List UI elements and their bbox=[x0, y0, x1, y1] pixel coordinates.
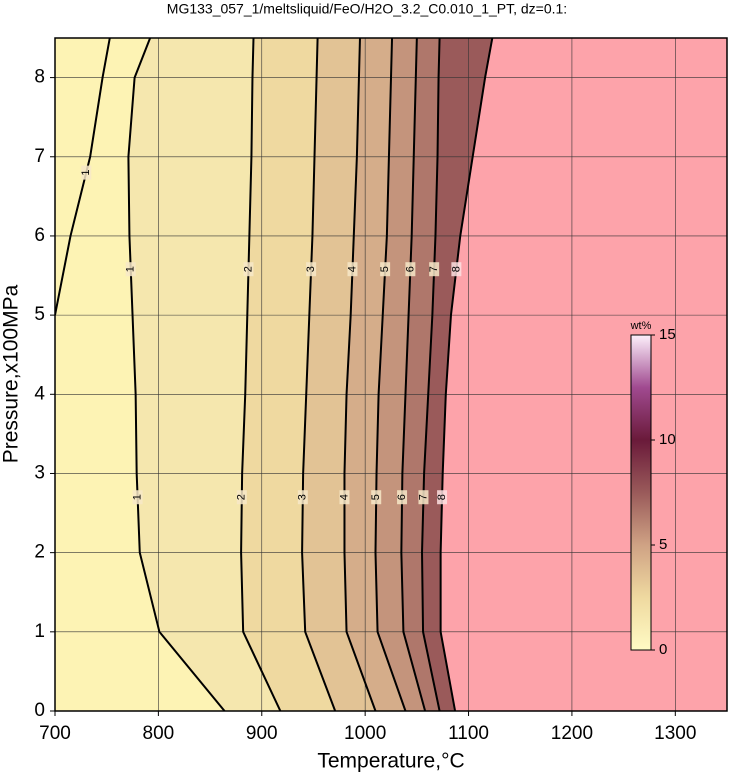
contour-label: 4 bbox=[346, 266, 358, 272]
contour-label-bg bbox=[371, 490, 382, 505]
x-tick-label: 1000 bbox=[344, 723, 386, 744]
contour-label-bg bbox=[306, 262, 317, 277]
contour-label-bg bbox=[397, 490, 408, 505]
contour-label-bg bbox=[418, 490, 429, 505]
contour-label: 5 bbox=[370, 494, 382, 500]
contour-line bbox=[343, 38, 377, 711]
y-axis-label: Pressure,x100MPa bbox=[0, 284, 23, 463]
contour-label-bg bbox=[236, 490, 247, 505]
x-tick-label: 700 bbox=[39, 723, 71, 744]
contour-label-bg bbox=[429, 262, 440, 277]
contour-label: 1 bbox=[125, 266, 137, 272]
contour-label: 1 bbox=[132, 494, 144, 500]
contour-label: 2 bbox=[236, 494, 248, 500]
contour-label-bg bbox=[297, 490, 308, 505]
contour-line bbox=[374, 38, 407, 711]
contour-label-bg bbox=[243, 262, 254, 277]
contour-label-bg bbox=[339, 490, 350, 505]
x-tick-label: 1200 bbox=[551, 723, 593, 744]
contour-label: 8 bbox=[450, 266, 462, 272]
contour-label-bg bbox=[132, 490, 143, 505]
colorbar-tick-label: 10 bbox=[659, 431, 676, 448]
contour-label-bg bbox=[405, 262, 416, 277]
contour-line bbox=[421, 38, 441, 711]
y-tick-label: 6 bbox=[34, 225, 45, 246]
contour-label: 8 bbox=[436, 494, 448, 500]
x-tick-label: 1100 bbox=[448, 723, 489, 744]
y-tick-label: 1 bbox=[34, 621, 45, 642]
x-axis-label: Temperature,°C bbox=[317, 750, 464, 773]
contour-label: 7 bbox=[417, 494, 429, 500]
contour-label: 6 bbox=[404, 266, 416, 272]
x-tick-label: 800 bbox=[143, 723, 175, 744]
y-tick-label: 0 bbox=[34, 700, 45, 721]
colorbar-label: wt% bbox=[630, 320, 652, 332]
contour-line bbox=[301, 38, 337, 711]
contour-line bbox=[55, 38, 111, 316]
y-tick-label: 4 bbox=[34, 383, 45, 404]
contour-label: 7 bbox=[428, 266, 440, 272]
x-tick-label: 1300 bbox=[654, 723, 696, 744]
contour-label-bg bbox=[125, 262, 136, 277]
contour-label: 4 bbox=[338, 494, 350, 500]
contour-label: 1 bbox=[80, 170, 92, 176]
colorbar-tick-label: 15 bbox=[659, 326, 676, 343]
x-tick-label: 900 bbox=[246, 723, 278, 744]
colorbar-tick-label: 5 bbox=[659, 536, 667, 553]
contour-label-bg bbox=[451, 262, 462, 277]
chart-title: MG133_057_1/meltsliquid/FeO/H2O_3.2_C0.0… bbox=[167, 1, 567, 17]
contour-line bbox=[240, 38, 282, 711]
colorbar bbox=[630, 334, 652, 651]
colorbar-tick-label: 0 bbox=[659, 641, 667, 658]
contour-label-bg bbox=[347, 262, 358, 277]
contour-label-bg bbox=[437, 490, 448, 505]
y-tick-label: 7 bbox=[34, 146, 45, 167]
contour-line bbox=[400, 38, 427, 711]
contour-label: 5 bbox=[379, 266, 391, 272]
plot-area: 1 1 1 2 2 3 3 4 4 5 5 6 6 7 7 8 8 bbox=[55, 38, 727, 711]
contour-label-bg bbox=[81, 165, 92, 180]
contour-label-bg bbox=[380, 262, 391, 277]
y-tick-label: 5 bbox=[34, 304, 45, 325]
contour-label: 3 bbox=[305, 266, 317, 272]
contour-fill bbox=[440, 38, 727, 711]
y-tick-label: 2 bbox=[34, 542, 45, 563]
contour-label: 2 bbox=[242, 266, 254, 272]
y-tick-label: 3 bbox=[34, 462, 45, 483]
contour-label: 6 bbox=[396, 494, 408, 500]
plot-frame bbox=[54, 37, 728, 712]
y-tick-label: 8 bbox=[34, 67, 45, 88]
contour-line bbox=[439, 38, 494, 711]
contour-label: 3 bbox=[297, 494, 309, 500]
contour-line bbox=[127, 38, 226, 711]
